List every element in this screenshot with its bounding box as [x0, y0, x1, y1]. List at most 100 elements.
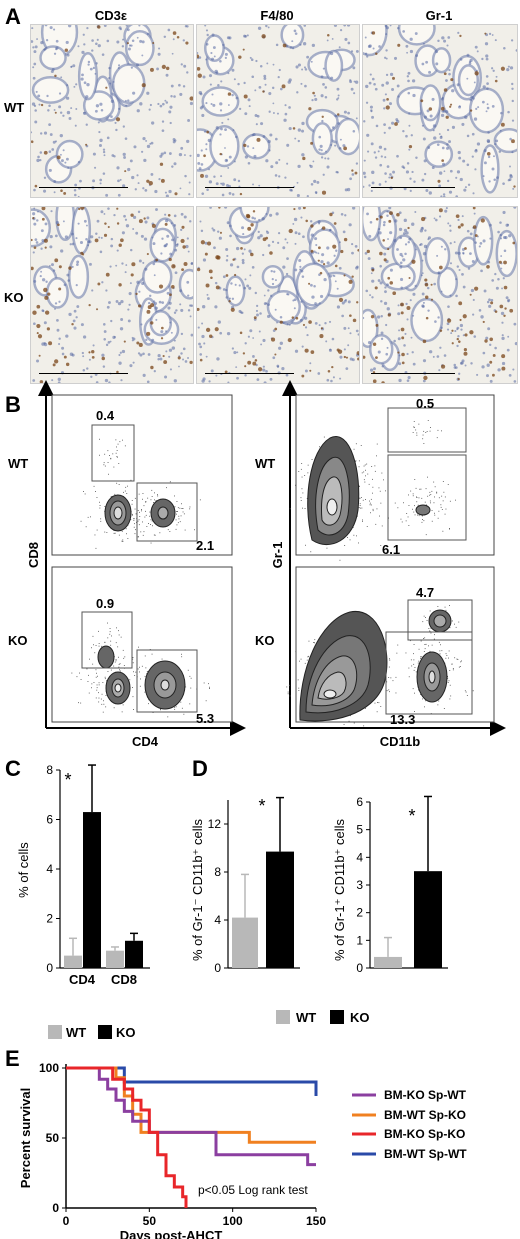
- flow-row-label-wt-right: WT: [255, 456, 275, 471]
- category-label: CD8: [111, 972, 137, 987]
- micrograph-ko-f480: [196, 206, 360, 384]
- flow-row-label-wt-left: WT: [8, 456, 28, 471]
- legend-label-3: BM-WT Sp-WT: [384, 1147, 467, 1161]
- y-axis-label: % of Gr-1⁻ CD11b⁺ cells: [190, 818, 205, 961]
- y-tick-label: 1: [356, 933, 363, 947]
- significance-star: *: [64, 770, 71, 790]
- y-tick-label: 100: [39, 1061, 59, 1075]
- flow-row-label-ko-right: KO: [255, 633, 275, 648]
- y-tick-label: 4: [46, 862, 53, 876]
- bar-ko-cd8: [125, 940, 143, 968]
- panel-label-c: C: [5, 756, 21, 781]
- gate-value-ko-cd4: 5.3: [196, 711, 214, 726]
- panel-label-a: A: [5, 4, 21, 29]
- legend-label-1: BM-WT Sp-KO: [384, 1108, 466, 1122]
- contour-ko-cd4-cd8: [97, 645, 186, 710]
- significance-star: *: [258, 796, 265, 816]
- y-axis-label: Percent survival: [18, 1088, 33, 1188]
- legend-swatch-ko-c: [98, 1025, 112, 1039]
- legend-label-wt-d: WT: [296, 1010, 316, 1025]
- row-label-ko: KO: [4, 290, 24, 305]
- bar-ko: [266, 851, 294, 968]
- bar-wt-cd8: [106, 950, 124, 968]
- gate-value-ko-cd8: 0.9: [96, 596, 114, 611]
- panel-label-e: E: [5, 1046, 20, 1071]
- gate-wt-gr1neg: [387, 454, 467, 541]
- flow-row-label-ko-left: KO: [8, 633, 28, 648]
- survival-line-bm-wt-sp-wt: [66, 1066, 318, 1096]
- chart-d-right: 0 1 2 3 4 5 6 % of Gr-1⁺ CD11b⁺ cells *: [332, 795, 448, 975]
- gate-value-ko-gr1neg: 13.3: [390, 712, 415, 727]
- gate-wt-cd4: [136, 482, 198, 542]
- y-tick-label: 2: [46, 912, 53, 926]
- x-tick-label: 0: [63, 1214, 70, 1228]
- scale-bar: [39, 373, 129, 374]
- axis-label-cd8: CD8: [26, 542, 41, 568]
- scale-bar: [205, 187, 295, 188]
- legend-label-0: BM-KO Sp-WT: [384, 1088, 467, 1102]
- column-header-cd3e: CD3ε: [94, 8, 128, 23]
- bar-wt-cd4: [64, 955, 82, 968]
- flow-plot-wt-cd4-cd8: [51, 394, 233, 556]
- y-tick-label: 4: [214, 913, 221, 927]
- x-tick-label: 100: [223, 1214, 243, 1228]
- panel-label-d: D: [192, 756, 208, 781]
- contour-ko-cd11b-gr1: [299, 609, 452, 722]
- y-tick-label: 4: [356, 850, 363, 864]
- x-axis-label: Days post-AHCT: [120, 1228, 223, 1239]
- bar-ko-cd4: [83, 812, 101, 968]
- legend-swatch-wt-c: [48, 1025, 62, 1039]
- legend-label-2: BM-KO Sp-KO: [384, 1127, 465, 1141]
- y-tick-label: 0: [52, 1201, 59, 1215]
- legend-label-ko-d: KO: [350, 1010, 370, 1025]
- gate-value-wt-gr1pos: 0.5: [416, 396, 434, 411]
- y-tick-label: 2: [356, 906, 363, 920]
- log-rank-annotation: p<0.05 Log rank test: [198, 1183, 308, 1197]
- scale-bar: [370, 373, 456, 374]
- y-tick-label: 0: [214, 961, 221, 975]
- axis-label-cd11b: CD11b: [380, 734, 421, 749]
- y-tick-label: 6: [46, 813, 53, 827]
- scale-bar: [370, 187, 456, 188]
- gate-wt-gr1pos: [387, 407, 467, 453]
- micrograph-wt-f480: [196, 24, 360, 198]
- y-tick-label: 0: [356, 961, 363, 975]
- contour-wt-cd4-cd8: [104, 494, 176, 532]
- gate-value-wt-cd4: 2.1: [196, 538, 214, 553]
- gate-wt-cd8: [91, 424, 135, 482]
- legend-swatch-ko-d: [330, 1010, 344, 1024]
- y-tick-label: 8: [46, 763, 53, 777]
- legend-swatch-wt-d: [276, 1010, 290, 1024]
- gate-ko-gr1neg: [385, 631, 473, 715]
- gate-value-wt-cd8: 0.4: [96, 408, 115, 423]
- category-label: CD4: [69, 972, 96, 987]
- gate-value-ko-gr1pos: 4.7: [416, 585, 434, 600]
- micrograph-ko-cd3e: [30, 206, 194, 384]
- flow-plot-ko-cd4-cd8: [51, 566, 233, 723]
- legend-label-ko-c: KO: [116, 1025, 136, 1040]
- chart-d-left: 0 4 8 12% of Gr-1⁻ CD11b⁺ cells *: [190, 796, 300, 975]
- y-tick-label: 6: [356, 795, 363, 809]
- survival-line-bm-ko-sp-wt: [66, 1066, 316, 1167]
- bar-ko: [414, 871, 442, 968]
- y-tick-label: 8: [214, 865, 221, 879]
- micrograph-ko-gr1: [362, 206, 518, 384]
- scale-bar: [205, 373, 295, 374]
- bar-wt: [374, 956, 402, 968]
- contour-wt-cd11b-gr1: [307, 436, 431, 546]
- axis-label-gr1: Gr-1: [270, 542, 285, 569]
- gate-ko-cd4: [136, 649, 198, 713]
- y-axis-label: % of Gr-1⁺ CD11b⁺ cells: [332, 818, 347, 961]
- y-tick-label: 12: [208, 817, 222, 831]
- micrograph-wt-cd3e: [30, 24, 194, 198]
- column-header-f480: F4/80: [260, 8, 294, 23]
- x-tick-label: 50: [143, 1214, 157, 1228]
- scale-bar: [39, 187, 129, 188]
- legend-label-wt-c: WT: [66, 1025, 86, 1040]
- y-tick-label: 3: [356, 878, 363, 892]
- gate-value-wt-gr1neg: 6.1: [382, 542, 400, 557]
- significance-star: *: [408, 806, 415, 826]
- row-label-wt: WT: [4, 100, 25, 115]
